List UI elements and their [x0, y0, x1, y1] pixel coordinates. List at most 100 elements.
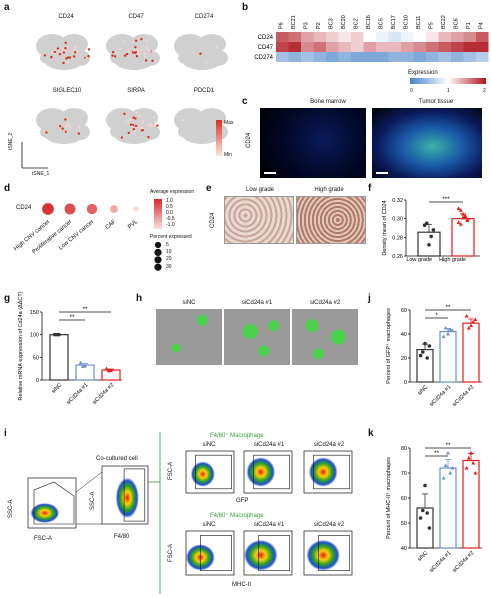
c-ylabel: CD24 — [246, 132, 252, 148]
data-point — [465, 217, 470, 222]
tsne-point — [141, 127, 144, 130]
tsne-point — [43, 54, 47, 57]
data-point — [441, 334, 446, 338]
tsne-cluster — [70, 50, 90, 66]
data-point — [83, 363, 87, 368]
tsne-point — [151, 50, 154, 53]
d-legend-avg-tick-2: 0.0 — [166, 210, 173, 216]
panel-label-b: b — [242, 2, 249, 13]
tsne-point — [140, 37, 143, 41]
heatmap-cell — [401, 52, 414, 62]
data-point — [471, 461, 476, 465]
chart-f-svg: 0.26 0.28 0.30 0.32 Density mean of CD24 Low … — [382, 196, 480, 263]
panel-f-bar-chart: 0.26 0.28 0.30 0.32 Density mean of CD24 Low … — [376, 188, 488, 292]
heatmap-cell — [463, 42, 476, 52]
tsne-point — [64, 125, 67, 128]
heatmap-cell — [276, 52, 289, 62]
heatmap-cell — [376, 52, 389, 62]
i-row2-xlabel: MHC-II — [232, 582, 251, 588]
i-gate2-xlabel: F4/80 — [114, 534, 130, 540]
significance-label: * — [435, 312, 438, 319]
heatmap-cell — [426, 42, 439, 52]
y-tick-label: 100 — [30, 333, 39, 339]
tsne-point — [61, 127, 64, 130]
data-point — [425, 511, 429, 515]
heatmap-col-label: P1 — [466, 22, 472, 29]
flow-row1-plot-0 — [185, 450, 235, 494]
tsne-point — [144, 59, 148, 62]
bar-high-grade — [451, 218, 475, 257]
heatmap-cell — [363, 52, 376, 62]
heatmap-cell — [463, 52, 476, 62]
tsne-cluster — [110, 52, 126, 64]
data-point — [423, 341, 427, 346]
heatmap-cell — [338, 52, 351, 62]
heatmap-legend-tick-2: 2 — [483, 88, 486, 94]
data-point — [446, 332, 450, 336]
tsne-point — [131, 41, 134, 45]
heatmap-cell — [426, 52, 439, 62]
panel-h-microscopy: siNC siCd24a #1 siCd24a #2 — [148, 298, 366, 368]
tsne-point — [140, 48, 143, 51]
tsne-plot-cd47 — [106, 34, 160, 70]
panel-i-flow: FSC-A SSC-A Co-cultured cell F4/80 SSC-A… — [8, 432, 366, 594]
heatmap-col-label: BC6 — [453, 18, 459, 29]
heatmap-cell — [426, 32, 439, 42]
dot-legend-avg-bar — [154, 199, 162, 229]
heatmap-row-label: CD24 — [258, 35, 274, 41]
tsne-point — [151, 59, 154, 63]
data-point — [441, 476, 446, 480]
tsne-point — [56, 47, 60, 50]
tsne-point — [204, 61, 208, 64]
data-point — [418, 353, 423, 358]
heatmap-cell — [376, 42, 389, 52]
tsne-point — [124, 119, 127, 123]
heatmap-col-label: P2 — [316, 22, 322, 29]
heatmap-row-label: CD47 — [258, 45, 274, 51]
dot-legend-pct-20 — [154, 256, 162, 264]
microscopy-image-sinc — [156, 309, 222, 365]
x-category-label: High grade — [439, 257, 466, 263]
data-point — [471, 320, 476, 324]
tsne-point — [126, 50, 130, 53]
x-category-label: siCd24a #2 — [451, 384, 475, 408]
y-tick-label: 60 — [401, 496, 407, 502]
y-tick-label: 0.28 — [392, 235, 403, 241]
tsne-cluster — [178, 126, 194, 138]
dot-legend-pct-5 — [154, 241, 162, 249]
data-point — [466, 326, 471, 330]
i-gate1-ylabel: SSC-A — [8, 499, 14, 518]
heatmap-cell — [463, 32, 476, 42]
bar-sicd24a-2 — [462, 322, 480, 383]
heatmap-col-label: BC10 — [403, 15, 409, 29]
flow-row1-plot-2 — [303, 450, 353, 494]
tsne-point — [45, 131, 48, 134]
flow-density — [306, 539, 341, 571]
heatmap-cell — [363, 32, 376, 42]
tsne-point — [72, 55, 76, 58]
tsne-title-sirpa: SIRPA — [127, 88, 145, 94]
d-legend-pct-30: 30 — [166, 264, 172, 270]
tsne-point — [135, 55, 139, 58]
dot-caf — [110, 205, 118, 213]
data-point — [456, 220, 461, 224]
heatmap-cell — [313, 52, 326, 62]
tsne-point — [139, 114, 142, 118]
y-tick-label: 20 — [401, 356, 407, 362]
data-point — [425, 356, 429, 360]
i-gate1-xlabel: FSC-A — [34, 536, 52, 542]
data-point — [421, 350, 425, 354]
heatmap-cell — [338, 32, 351, 42]
tsne-title-cd47: CD47 — [128, 14, 144, 20]
x-category-label: siNC — [417, 384, 430, 397]
flow-density — [115, 477, 139, 519]
tsne-axis-y: tSNE_2 — [8, 132, 14, 150]
tsne-cluster — [130, 34, 158, 54]
flow-gate — [253, 454, 290, 490]
tsne-legend-bar — [216, 120, 222, 156]
microscopy-image-sicd24a-2 — [292, 309, 358, 365]
chart-k-svg: 40 50 60 70 80 Percent of MHC-II⁺ macrophages… — [385, 442, 482, 574]
i-row1-title-1: siCd24a #1 — [253, 442, 285, 448]
flow-gate — [258, 535, 290, 571]
